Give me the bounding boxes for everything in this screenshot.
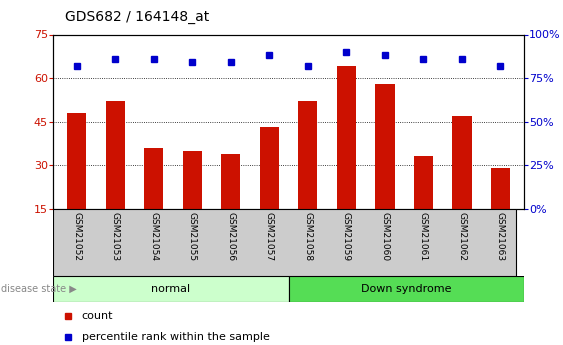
Text: disease state ▶: disease state ▶ <box>1 284 77 294</box>
Text: GSM21058: GSM21058 <box>303 212 312 261</box>
Text: GDS682 / 164148_at: GDS682 / 164148_at <box>65 10 209 24</box>
Text: GSM21052: GSM21052 <box>72 212 81 261</box>
Bar <box>288 276 524 302</box>
Text: percentile rank within the sample: percentile rank within the sample <box>82 332 270 342</box>
Text: GSM21057: GSM21057 <box>265 212 274 261</box>
Bar <box>337 67 356 252</box>
Text: GSM21054: GSM21054 <box>149 212 158 261</box>
Text: GSM21061: GSM21061 <box>419 212 428 261</box>
Text: count: count <box>82 311 113 321</box>
Bar <box>105 101 125 252</box>
Bar <box>260 127 279 252</box>
Text: GSM21062: GSM21062 <box>457 212 466 261</box>
Bar <box>221 154 240 252</box>
Text: GSM21056: GSM21056 <box>226 212 235 261</box>
Text: GSM21053: GSM21053 <box>111 212 120 261</box>
Bar <box>414 156 433 252</box>
Bar <box>144 148 163 252</box>
Bar <box>452 116 472 252</box>
Bar <box>182 151 202 252</box>
Text: GSM21059: GSM21059 <box>342 212 351 261</box>
Bar <box>491 168 510 252</box>
Text: GSM21055: GSM21055 <box>187 212 196 261</box>
Text: normal: normal <box>151 284 190 294</box>
Bar <box>375 84 395 252</box>
Bar <box>67 113 86 252</box>
Text: Down syndrome: Down syndrome <box>361 284 452 294</box>
Text: GSM21060: GSM21060 <box>381 212 390 261</box>
Text: GSM21063: GSM21063 <box>496 212 505 261</box>
Bar <box>53 276 288 302</box>
Bar <box>298 101 318 252</box>
